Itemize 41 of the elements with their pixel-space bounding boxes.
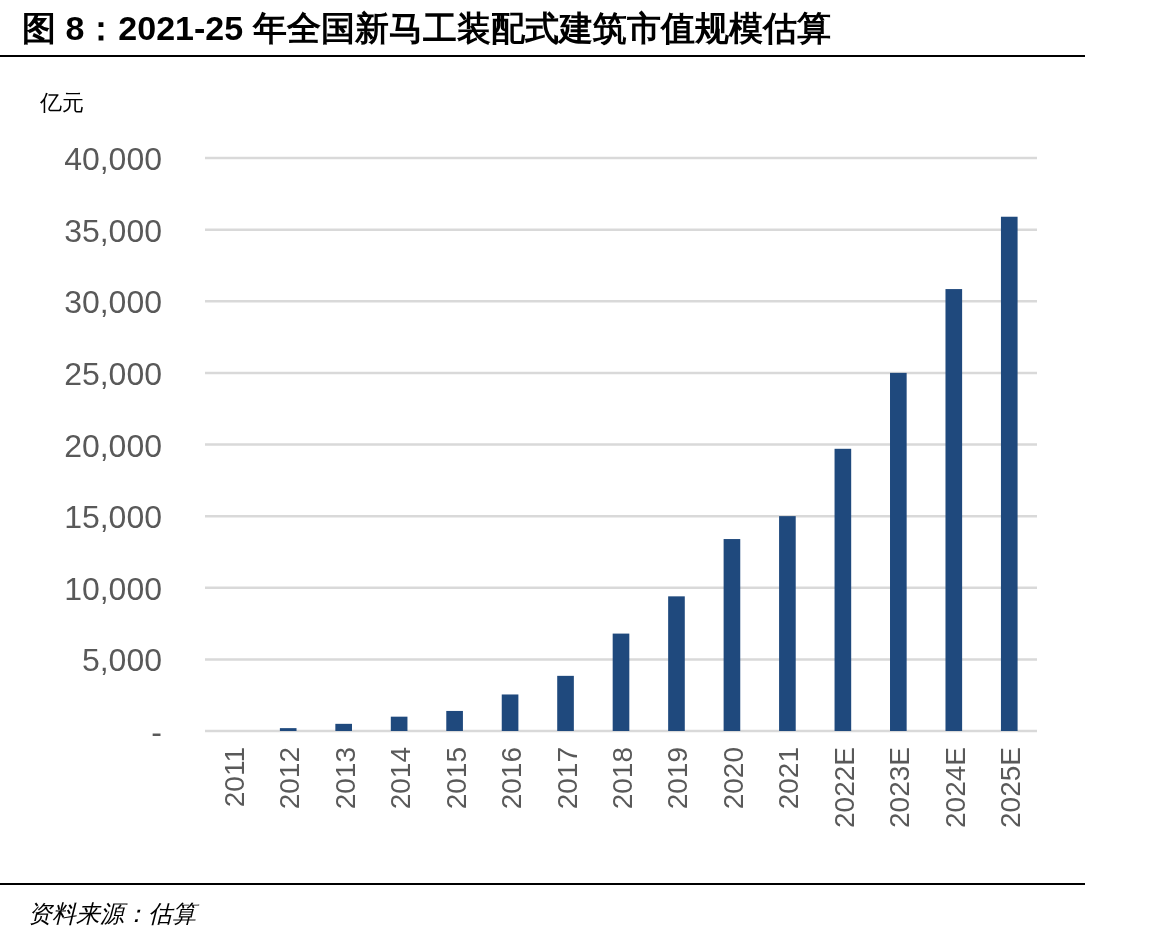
x-tick-label: 2011	[218, 747, 250, 808]
x-tick-label: 2019	[662, 747, 694, 810]
bar	[557, 675, 574, 731]
x-tick-label: 2024E	[939, 747, 971, 828]
y-tick-label: 20,000	[64, 427, 162, 464]
x-tick-label: 2014	[385, 747, 417, 810]
chart-title: 图 8：2021-25 年全国新马工装配式建筑市值规模估算	[22, 9, 831, 47]
y-axis-title: 亿元	[39, 90, 84, 115]
y-tick-label: 30,000	[64, 284, 162, 321]
x-tick-label: 2018	[607, 747, 638, 810]
bar	[890, 372, 907, 731]
y-tick-label: 40,000	[64, 141, 162, 177]
bar	[779, 516, 796, 731]
x-tick-label: 2013	[329, 747, 361, 810]
x-tick-label: 2012	[274, 747, 306, 810]
x-tick-label: 2017	[551, 747, 583, 810]
x-tick-label: 2021	[773, 747, 805, 810]
bar	[501, 694, 519, 731]
x-tick-label: 2023E	[884, 747, 916, 828]
y-tick-label: 15,000	[64, 499, 162, 536]
bar	[668, 596, 685, 731]
bar	[446, 710, 463, 731]
bar	[390, 716, 408, 731]
bar	[1000, 216, 1018, 731]
text: 资料来源：估算	[28, 900, 200, 927]
bar	[335, 723, 352, 731]
x-tick-label: 2025E	[995, 747, 1027, 828]
y-tick-label: 5,000	[81, 642, 162, 679]
bar	[723, 539, 741, 731]
y-tick-label: 10,000	[64, 570, 162, 607]
bar	[834, 448, 852, 731]
bar	[612, 633, 630, 731]
y-tick-label: 25,000	[64, 355, 162, 392]
bar	[945, 289, 963, 731]
x-tick-label: 2020	[717, 747, 749, 810]
y-tick-label: 35,000	[64, 212, 162, 249]
bar	[279, 728, 297, 731]
x-tick-label: 2015	[440, 747, 472, 810]
y-tick-label: -	[151, 714, 162, 750]
x-tick-label: 2022E	[828, 747, 860, 828]
x-tick-label: 2016	[496, 747, 528, 810]
